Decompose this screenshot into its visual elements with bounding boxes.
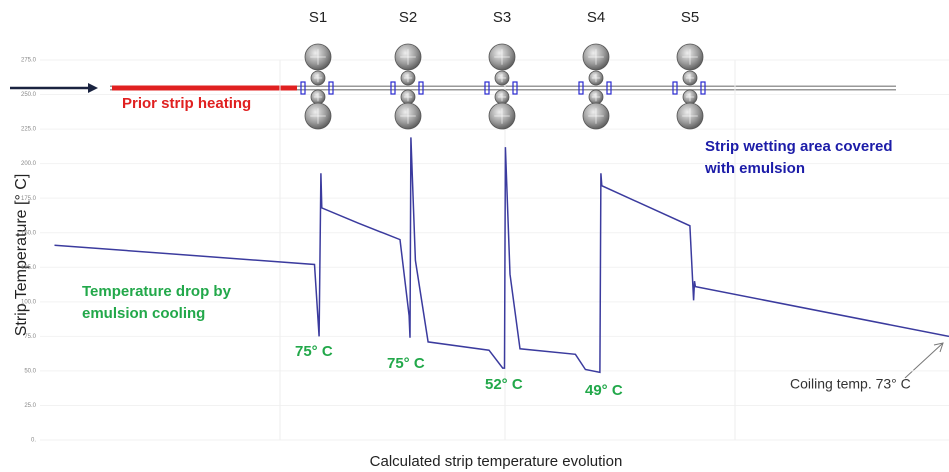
- y-tick-label: 0.: [31, 438, 36, 444]
- annotation: Temperature drop by: [82, 283, 232, 300]
- annotation: Coiling temp. 73° C: [790, 376, 911, 392]
- spray-nozzle: [328, 81, 334, 95]
- spray-nozzle: [672, 81, 678, 95]
- caption: Calculated strip temperature evolution: [370, 453, 623, 470]
- stand-label: S3: [493, 9, 511, 26]
- annotation: with emulsion: [704, 160, 805, 177]
- spray-nozzle: [578, 81, 584, 95]
- annotation: Strip wetting area covered: [705, 138, 893, 155]
- annotation: emulsion cooling: [82, 305, 205, 322]
- spray-nozzle: [418, 81, 424, 95]
- y-tick-label: 50.0: [24, 368, 36, 374]
- spray-nozzle: [700, 81, 706, 95]
- y-axis-label: Strip Temperature [° C]: [13, 174, 30, 337]
- annotation: 75° C: [387, 355, 425, 372]
- heating-label: Prior strip heating: [122, 95, 251, 112]
- y-tick-label: 200.0: [21, 161, 37, 167]
- y-tick-label: 125.0: [21, 265, 37, 271]
- stand-label: S2: [399, 9, 417, 26]
- spray-nozzle: [512, 81, 518, 95]
- spray-nozzle: [606, 81, 612, 95]
- y-tick-label: 75.0: [24, 334, 36, 340]
- y-tick-label: 250.0: [21, 92, 37, 98]
- annotation: 75° C: [295, 343, 333, 360]
- y-tick-label: 225.0: [21, 127, 37, 133]
- y-tick-label: 275.0: [21, 58, 37, 64]
- coiling-arrow: [904, 342, 944, 379]
- stand-label: S5: [681, 9, 699, 26]
- temperature-line: [54, 137, 949, 374]
- spray-nozzle: [390, 81, 396, 95]
- coiling-arrow-head: [933, 342, 944, 353]
- stand-label: S4: [587, 9, 605, 26]
- stand-label: S1: [309, 9, 327, 26]
- annotation: 49° C: [585, 382, 623, 399]
- spray-nozzle: [300, 81, 306, 95]
- annotation: 52° C: [485, 376, 523, 393]
- y-tick-label: 175.0: [21, 196, 37, 202]
- strip-arrow-head: [88, 83, 98, 93]
- spray-nozzle: [484, 81, 490, 95]
- y-tick-label: 100.0: [21, 299, 37, 305]
- y-tick-label: 150.0: [21, 230, 37, 236]
- y-tick-label: 25.0: [24, 403, 36, 409]
